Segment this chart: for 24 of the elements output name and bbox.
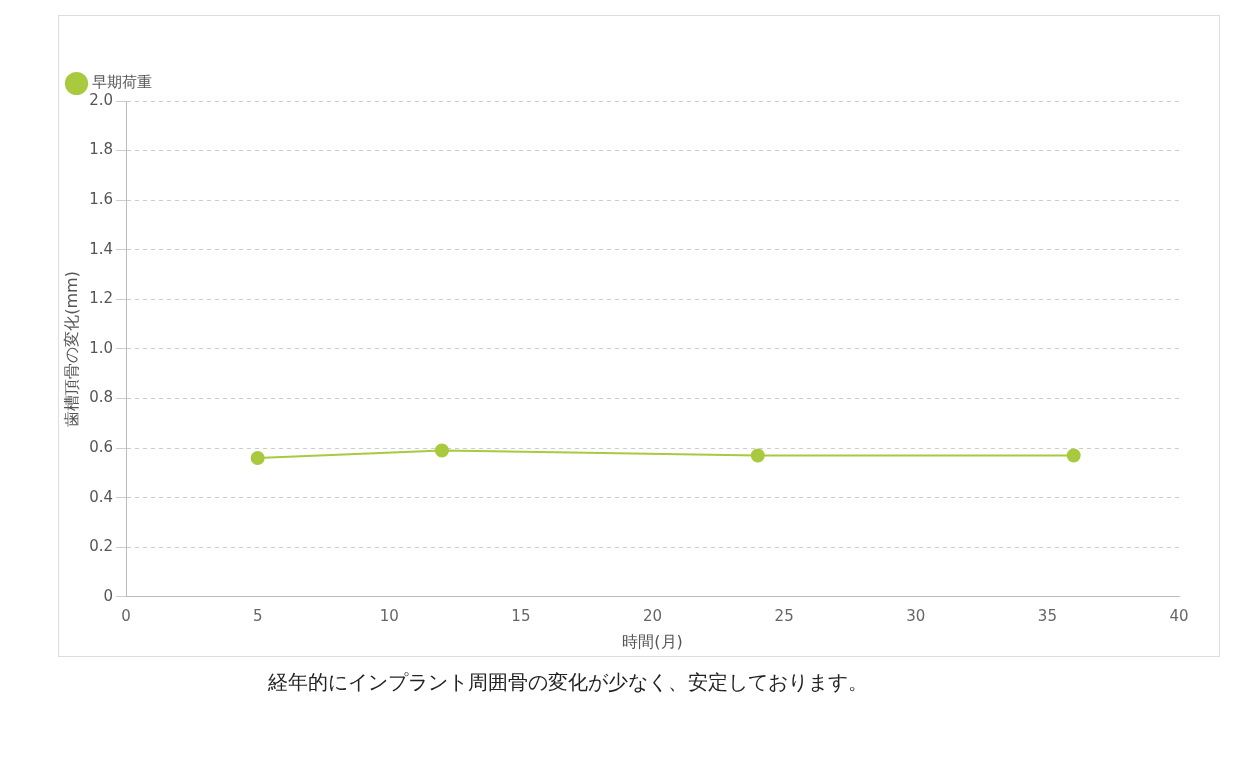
x-tick-label: 5 [252, 606, 263, 625]
y-tick-label: 1.8 [89, 140, 114, 159]
x-axis-title: 時間(月) [622, 631, 683, 651]
y-tick-label: 1.0 [89, 338, 114, 357]
y-tick-label: 1.4 [89, 239, 114, 258]
x-tick-label: 40 [1169, 606, 1189, 625]
legend-label: 早期荷重 [91, 73, 152, 92]
y-tick-label: 0.8 [89, 388, 114, 407]
x-tick-label: 10 [379, 606, 399, 625]
y-tick-label: 0.4 [89, 487, 114, 506]
y-axis-title: 歯槽頂骨の変化(mm) [61, 271, 81, 427]
y-tick-label: 1.2 [89, 289, 114, 308]
x-tick-label: 0 [121, 606, 131, 625]
x-tick-label: 15 [511, 606, 531, 625]
y-tick-label: 2.0 [89, 90, 114, 109]
x-tick-label: 30 [906, 606, 926, 625]
y-tick-label: 0 [103, 586, 114, 605]
x-tick-label: 35 [1037, 606, 1057, 625]
y-tick-label: 0.2 [89, 537, 114, 556]
y-tick-label: 1.6 [89, 190, 114, 209]
x-tick-label: 20 [642, 606, 663, 625]
text: 経年的にインプラント周囲骨の変化が少なく、安定しております。 [267, 669, 869, 696]
x-tick-label: 25 [774, 606, 794, 625]
y-tick-label: 0.6 [89, 437, 114, 456]
